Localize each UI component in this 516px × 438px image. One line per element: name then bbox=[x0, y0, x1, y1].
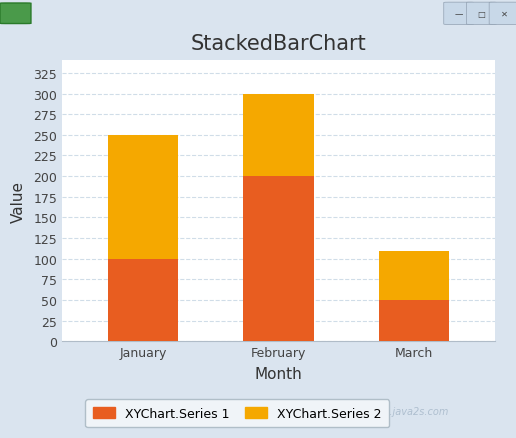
FancyBboxPatch shape bbox=[0, 4, 31, 25]
Bar bbox=[108, 135, 179, 259]
Text: www.java2s.com: www.java2s.com bbox=[366, 406, 449, 416]
FancyBboxPatch shape bbox=[489, 3, 516, 25]
X-axis label: Month: Month bbox=[255, 367, 302, 381]
Text: —: — bbox=[455, 10, 463, 19]
Y-axis label: Value: Value bbox=[11, 180, 26, 223]
Bar bbox=[244, 177, 314, 342]
FancyBboxPatch shape bbox=[444, 3, 474, 25]
Bar bbox=[379, 300, 449, 342]
Bar bbox=[244, 94, 314, 177]
Legend: XYChart.Series 1, XYChart.Series 2: XYChart.Series 1, XYChart.Series 2 bbox=[85, 399, 390, 427]
Text: ✕: ✕ bbox=[501, 10, 508, 19]
Title: StackedBarChart: StackedBarChart bbox=[191, 34, 366, 54]
Text: □: □ bbox=[477, 10, 486, 19]
Bar bbox=[379, 251, 449, 300]
Bar bbox=[108, 259, 179, 342]
FancyBboxPatch shape bbox=[466, 3, 496, 25]
